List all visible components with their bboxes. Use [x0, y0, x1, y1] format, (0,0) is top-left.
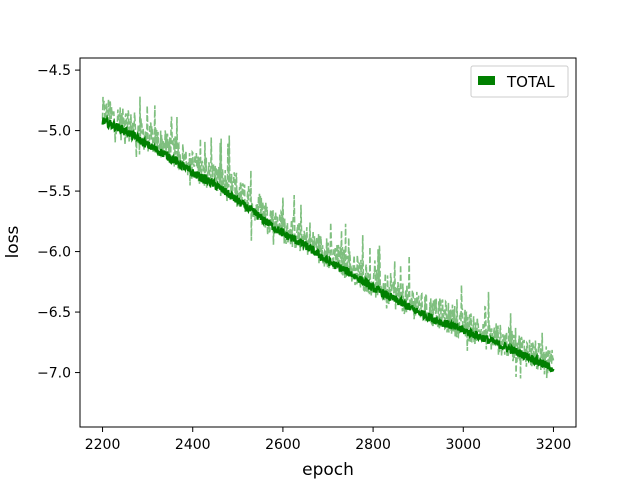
- x-tick-label: 2400: [175, 437, 211, 453]
- plot-frame: [79, 57, 577, 428]
- legend-box: [470, 65, 569, 98]
- legend: TOTAL: [470, 65, 569, 98]
- total-loss-line: [101, 114, 555, 373]
- y-axis-ticks: −4.5 −5.0 −5.5 −6.0 −6.5 −7.0: [37, 63, 80, 382]
- smoothed-loss-series: [101, 114, 555, 373]
- raw-loss-line: [101, 96, 555, 379]
- raw-loss-series: [101, 96, 555, 379]
- y-tick-label: −6.5: [37, 305, 71, 321]
- y-tick-label: −5.0: [37, 124, 71, 140]
- y-tick-label: −4.5: [37, 63, 71, 79]
- y-tick-label: −6.0: [37, 245, 71, 261]
- x-axis-label: epoch: [302, 460, 354, 480]
- x-tick-label: 3200: [536, 437, 572, 453]
- x-tick-label: 2800: [355, 437, 391, 453]
- y-tick-label: −7.0: [37, 366, 71, 382]
- legend-entry-total: TOTAL: [506, 73, 555, 91]
- x-tick-label: 2200: [85, 437, 121, 453]
- y-axis-label: loss: [3, 225, 23, 258]
- x-tick-label: 3000: [445, 437, 481, 453]
- x-tick-label: 2600: [265, 437, 301, 453]
- x-axis-ticks: 2200 2400 2600 2800 3000 3200: [85, 427, 572, 453]
- legend-swatch-total: [478, 76, 495, 85]
- y-tick-label: −5.5: [37, 184, 71, 200]
